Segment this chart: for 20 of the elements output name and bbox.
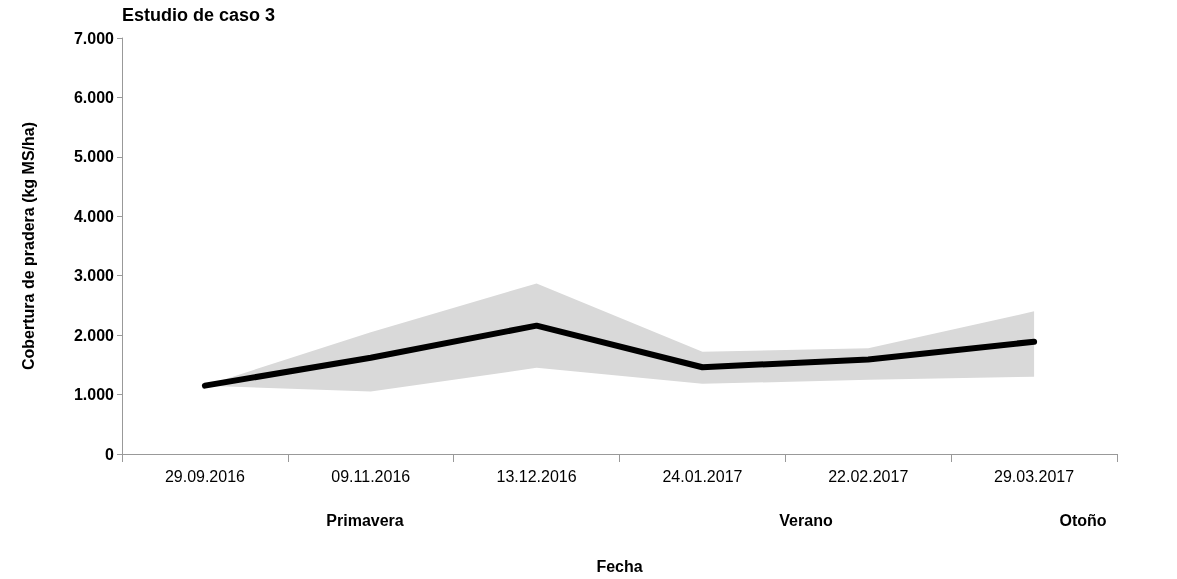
x-tick-label: 29.03.2017 bbox=[994, 467, 1075, 485]
y-tick-label: 3.000 bbox=[73, 267, 115, 285]
y-axis-title: Cobertura de pradera (kg MS/ha) bbox=[19, 121, 37, 371]
x-tick-label: 13.12.2016 bbox=[496, 467, 577, 485]
y-tick-label: 6.000 bbox=[73, 88, 115, 106]
y-tick-label: 1.000 bbox=[73, 386, 115, 404]
y-tick-label: 0 bbox=[105, 445, 115, 463]
y-tick-label: 7.000 bbox=[73, 29, 115, 47]
x-tick-label: 24.01.2017 bbox=[662, 467, 743, 485]
text: Primavera bbox=[326, 511, 404, 529]
y-tick-label: 5.000 bbox=[73, 148, 115, 166]
y-tick-label: 2.000 bbox=[73, 326, 115, 344]
x-tick-label: 29.09.2016 bbox=[164, 467, 246, 485]
text: Otoño bbox=[1059, 511, 1107, 529]
text: Verano bbox=[779, 511, 833, 529]
x-tick-label: 09.11.2016 bbox=[331, 467, 411, 485]
y-tick-label: 4.000 bbox=[73, 207, 115, 225]
x-axis-title: Fecha bbox=[596, 557, 643, 575]
chart-title: Estudio de caso 3 bbox=[122, 5, 276, 25]
x-tick-label: 22.02.2017 bbox=[828, 467, 909, 485]
